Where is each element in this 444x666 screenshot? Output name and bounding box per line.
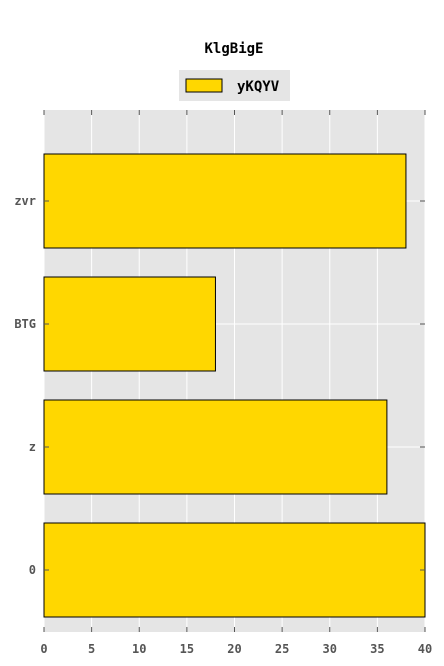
x-tick-labels: 0 5 10 15 20 25 30 35 40 [40, 642, 432, 656]
bar-zvr [43, 153, 407, 249]
legend-swatch [185, 78, 223, 93]
x-tick-label: 25 [275, 642, 289, 656]
chart-title: KlgBigE [204, 41, 263, 57]
y-tick-label: z [29, 440, 36, 454]
x-tick-label: 5 [88, 642, 95, 656]
bar-z [43, 399, 388, 495]
y-tick-label: 0 [29, 563, 36, 577]
x-tick-label: 10 [132, 642, 146, 656]
axis-ticks [43, 110, 426, 632]
bars [43, 153, 426, 618]
legend: yKQYV [179, 70, 290, 101]
x-tick-label: 35 [370, 642, 384, 656]
x-tick-label: 40 [418, 642, 432, 656]
x-tick-label: 0 [40, 642, 47, 656]
y-tick-labels: 0 z BTG zvr [14, 194, 36, 577]
bar-BTG [43, 276, 216, 372]
x-tick-label: 20 [227, 642, 241, 656]
legend-label: yKQYV [237, 79, 280, 95]
y-tick-label: BTG [14, 317, 36, 331]
x-tick-label: 15 [180, 642, 194, 656]
x-tick-label: 30 [323, 642, 337, 656]
y-tick-label: zvr [14, 194, 36, 208]
bar-0 [43, 522, 426, 618]
